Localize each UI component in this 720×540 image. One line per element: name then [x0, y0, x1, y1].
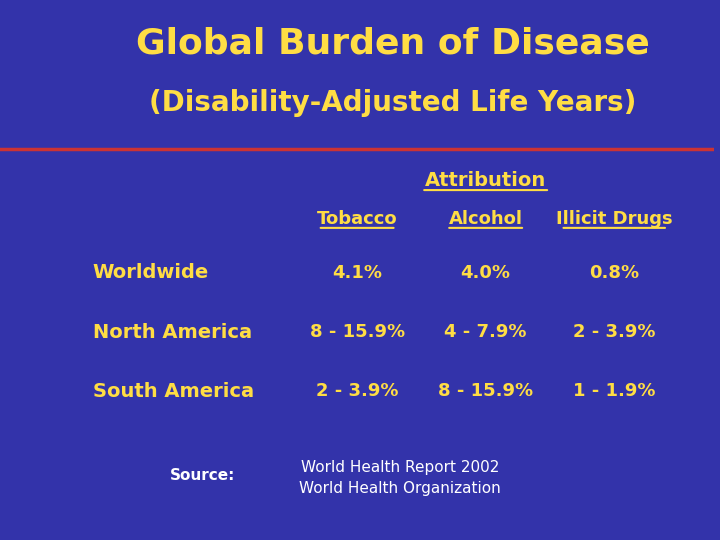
Text: 2 - 3.9%: 2 - 3.9%	[316, 382, 398, 401]
Text: Global Burden of Disease: Global Burden of Disease	[136, 26, 649, 60]
Text: Worldwide: Worldwide	[93, 263, 209, 282]
Text: Attribution: Attribution	[425, 171, 546, 191]
Text: 1 - 1.9%: 1 - 1.9%	[573, 382, 655, 401]
Text: 4 - 7.9%: 4 - 7.9%	[444, 323, 527, 341]
Text: Source:: Source:	[171, 468, 235, 483]
Text: Illicit Drugs: Illicit Drugs	[556, 210, 672, 228]
Text: 0.8%: 0.8%	[589, 264, 639, 282]
Text: 8 - 15.9%: 8 - 15.9%	[310, 323, 405, 341]
Text: 2 - 3.9%: 2 - 3.9%	[573, 323, 655, 341]
Text: South America: South America	[93, 382, 254, 401]
Text: World Health Report 2002: World Health Report 2002	[301, 460, 499, 475]
Text: North America: North America	[93, 322, 252, 342]
Text: (Disability-Adjusted Life Years): (Disability-Adjusted Life Years)	[149, 89, 636, 117]
Text: Tobacco: Tobacco	[317, 210, 397, 228]
Text: 4.0%: 4.0%	[461, 264, 510, 282]
Text: 8 - 15.9%: 8 - 15.9%	[438, 382, 534, 401]
Text: World Health Organization: World Health Organization	[299, 481, 501, 496]
Text: Alcohol: Alcohol	[449, 210, 523, 228]
Text: 4.1%: 4.1%	[332, 264, 382, 282]
